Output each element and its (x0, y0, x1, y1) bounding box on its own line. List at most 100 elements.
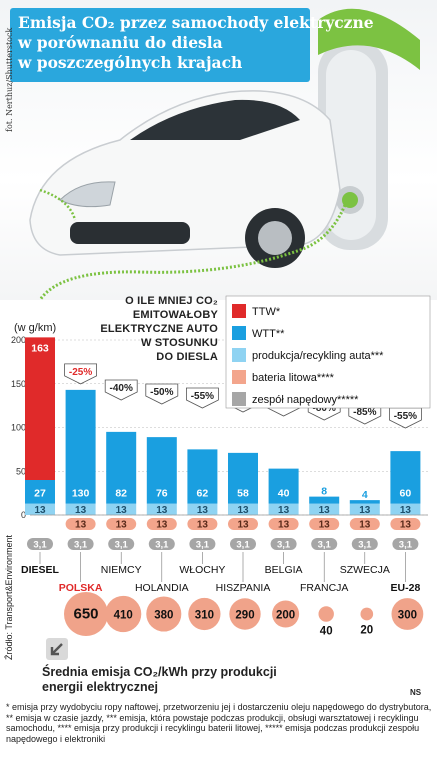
category-label: FRANCJA (300, 582, 348, 594)
battery-bar (65, 518, 96, 530)
category-label: BELGIA (265, 564, 303, 576)
powertrain-bar (189, 538, 216, 550)
production-label: 13 (278, 505, 290, 516)
emission-bubble-label: 40 (320, 626, 333, 638)
powertrain-label: 3,1 (155, 540, 169, 551)
wtt-bar (187, 449, 218, 504)
legend-label: WTT** (252, 328, 285, 340)
wtt-label: 76 (156, 488, 168, 500)
ttw-label: 163 (31, 342, 49, 354)
emission-bubble (318, 606, 334, 622)
y-tick-label: 0 (21, 510, 26, 520)
wtt-bar (268, 468, 299, 504)
production-bar (390, 503, 421, 515)
battery-label: 13 (400, 520, 412, 531)
y-axis-label: (w g/km) (14, 322, 57, 334)
powertrain-bar (392, 538, 419, 550)
powertrain-bar (67, 538, 94, 550)
emission-bubble (146, 596, 182, 632)
legend-swatch (232, 326, 246, 340)
production-label: 13 (400, 505, 412, 516)
category-label: HOLANDIA (135, 582, 189, 594)
wtt-label: 60 (400, 488, 412, 500)
battery-bar (228, 518, 258, 530)
legend-box (225, 295, 431, 409)
subtitle-line: energii elektrycznej (42, 680, 159, 694)
emission-bubble-label: 650 (73, 606, 98, 623)
powertrain-label: 3,1 (33, 540, 47, 551)
arrow-icon (46, 638, 68, 660)
emission-bubble (188, 597, 221, 631)
battery-label: 13 (75, 520, 87, 531)
title-line: w poszczególnych krajach (18, 53, 243, 72)
reduction-label: -80% (313, 403, 336, 414)
legend-label: bateria litowa**** (252, 372, 335, 384)
production-label: 13 (237, 505, 249, 516)
powertrain-label: 3,1 (236, 540, 250, 551)
production-bar (25, 503, 55, 515)
battery-label: 13 (156, 520, 168, 531)
reduction-label: -55% (394, 411, 417, 422)
wtt-bar (349, 500, 380, 504)
battery-label: 13 (359, 520, 371, 531)
battery-label: 13 (197, 520, 209, 531)
production-label: 13 (359, 505, 371, 516)
powertrain-bar (311, 538, 338, 550)
reduction-badge (145, 383, 179, 405)
powertrain-label: 3,1 (399, 540, 413, 551)
production-bar (349, 503, 380, 515)
reduction-label: -55% (191, 391, 214, 402)
reduction-badge (104, 379, 138, 401)
wtt-bar (146, 437, 177, 504)
powertrain-label: 3,1 (74, 540, 88, 551)
hero-photo: Emisja CO₂ przez samochody elektryczne w… (0, 0, 437, 300)
reduction-label: -85% (353, 407, 376, 418)
wtt-bar (390, 451, 421, 504)
production-label: 13 (156, 505, 168, 516)
y-tick-label: 200 (11, 335, 26, 345)
powertrain-label: 3,1 (318, 540, 332, 551)
category-label: POLSKA (59, 582, 103, 594)
subtitle-line: Średnia emisja CO₂/kWh przy produkcji (42, 665, 277, 679)
wtt-label: 27 (34, 488, 46, 500)
callout-line: ELEKTRYCZNE AUTO (100, 323, 218, 335)
battery-label: 13 (237, 520, 249, 531)
powertrain-bar (230, 538, 256, 550)
callout-line: O ILE MNIEJ CO₂ (125, 295, 218, 307)
callout-line: DO DIESLA (156, 351, 218, 363)
production-bar (268, 503, 299, 515)
emission-bubble (229, 598, 261, 630)
category-label: DIESEL (21, 564, 60, 576)
production-label: 13 (75, 505, 87, 516)
title-box (10, 8, 310, 82)
production-bar (228, 503, 258, 515)
charging-cable (38, 204, 347, 300)
category-label: EU-28 (391, 582, 421, 594)
production-bar (106, 503, 137, 515)
legend-label: produkcja/recykling auta*** (252, 350, 384, 362)
battery-bar (187, 518, 218, 530)
reduction-label: -50% (150, 387, 173, 398)
emission-bubble-label: 380 (154, 610, 173, 622)
reduction-badge (186, 387, 219, 409)
powertrain-bar (351, 538, 378, 550)
battery-label: 13 (116, 520, 128, 531)
production-bar (187, 503, 218, 515)
charger-top-light (318, 8, 420, 70)
callout-line: W STOSUNKU (141, 337, 218, 349)
reduction-badge (64, 363, 97, 385)
wtt-label: 82 (115, 488, 127, 500)
emission-bubble (272, 600, 300, 628)
legend-swatch (232, 304, 246, 318)
car-windshield (130, 99, 300, 140)
powertrain-label: 3,1 (115, 540, 129, 551)
production-label: 13 (319, 505, 331, 516)
wtt-bar (65, 389, 96, 504)
powertrain-label: 3,1 (277, 540, 291, 551)
legend-swatch (232, 348, 246, 362)
wtt-label: 40 (278, 488, 290, 500)
powertrain-bar (270, 538, 297, 550)
production-bar (146, 503, 177, 515)
y-tick-label: 50 (16, 466, 26, 476)
callout-line: EMITOWAŁOBY (132, 309, 218, 321)
